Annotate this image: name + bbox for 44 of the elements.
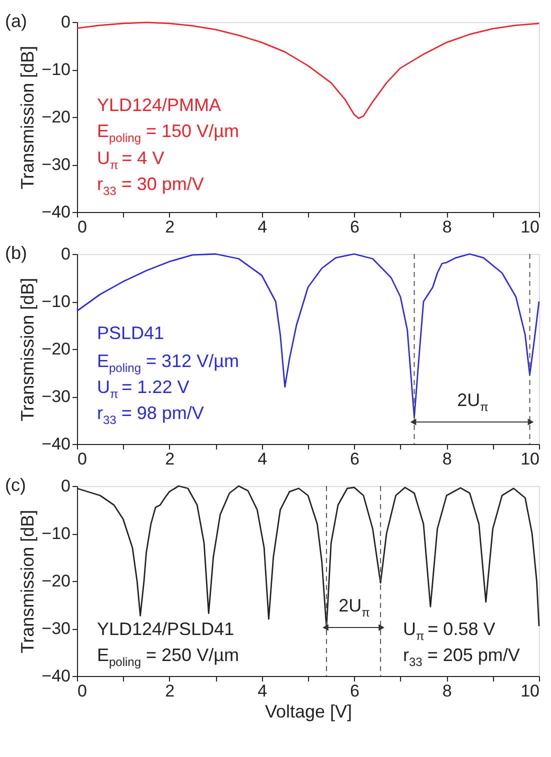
y-axis-title: Transmission [dB] (18, 278, 38, 422)
annotation: YLD124/PMMA (97, 95, 222, 115)
x-tick-label: 4 (258, 682, 268, 700)
y-tick-label: −20 (42, 340, 70, 358)
x-tick-label: 2 (165, 682, 175, 700)
y-tick-label: −40 (42, 202, 70, 222)
x-tick-label: 4 (258, 450, 268, 468)
x-tick-label: 8 (442, 218, 452, 236)
y-tick-label: 0 (61, 12, 70, 32)
annotation: PSLD41 (97, 323, 164, 343)
y-tick-label: 0 (61, 476, 70, 496)
x-tick-label: 0 (78, 218, 87, 236)
x-tick-label: 0 (78, 450, 87, 468)
y-tick-label: −40 (42, 434, 70, 454)
chart-title: (b) (5, 243, 27, 263)
x-tick-label: 4 (258, 218, 268, 236)
line-series (76, 22, 540, 120)
y-axis-title: Transmission [dB] (18, 510, 38, 654)
annotation: YLD124/PSLD41 (97, 619, 234, 639)
y-tick-label: −20 (42, 572, 70, 590)
y-axis-title: Transmission [dB] (18, 46, 38, 190)
chart-title: (a) (5, 11, 27, 31)
x-tick-label: 10 (520, 218, 540, 236)
y-tick-label: −40 (42, 666, 70, 686)
x-tick-label: 8 (442, 450, 452, 468)
x-tick-label: 10 (520, 450, 540, 468)
y-tick-label: −30 (42, 155, 70, 174)
x-tick-label: 6 (350, 450, 360, 468)
y-tick-label: −20 (42, 108, 70, 126)
x-tick-label: 6 (350, 218, 360, 236)
x-tick-label: 2 (165, 450, 175, 468)
y-tick-label: −30 (42, 619, 70, 638)
y-tick-label: 0 (61, 244, 70, 264)
x-axis-title: Voltage [V] (264, 702, 352, 722)
x-tick-label: 8 (442, 682, 452, 700)
x-tick-label: 2 (165, 218, 175, 236)
y-tick-label: −30 (42, 387, 70, 406)
x-tick-label: 6 (350, 682, 360, 700)
y-tick-label: −10 (42, 292, 70, 311)
x-tick-label: 10 (520, 682, 540, 700)
chart-title: (c) (5, 475, 26, 495)
y-tick-label: −10 (42, 524, 70, 543)
y-tick-label: −10 (42, 60, 70, 79)
x-tick-label: 0 (78, 682, 87, 700)
